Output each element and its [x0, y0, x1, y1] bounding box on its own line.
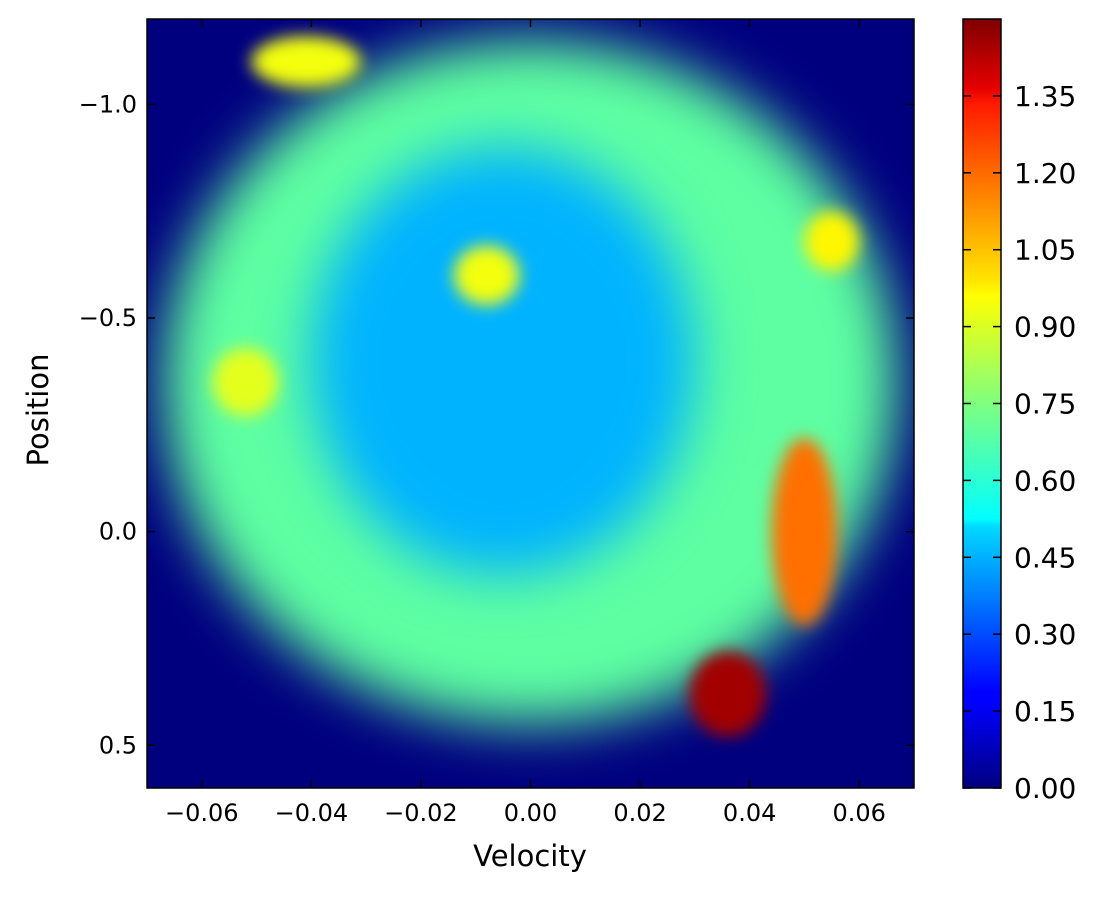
colorbar-tick-label: 1.20	[1014, 157, 1076, 190]
x-tick-label: 0.04	[723, 799, 776, 827]
heatmap-area	[147, 19, 914, 788]
colorbar-tick-label: 0.30	[1014, 618, 1076, 651]
x-tick-label: 0.02	[613, 799, 666, 827]
y-tick-label: −0.5	[79, 304, 137, 332]
colorbar-tick-label: 0.75	[1014, 388, 1076, 421]
x-tick-label: −0.06	[165, 799, 239, 827]
heatmap-region-spot-upper-center	[453, 245, 520, 306]
heatmap-region-spot-left	[212, 347, 279, 417]
x-axis-label: Velocity	[473, 839, 587, 873]
colorbar-tick-label: 1.35	[1014, 80, 1076, 113]
colorbar-tick-label: 0.90	[1014, 311, 1076, 344]
colorbar-ticks: 0.00 0.15 0.30 0.45 0.60 0.75 0.90 1.05 1.20 1.35	[963, 80, 1076, 805]
colorbar-tick-label: 0.45	[1014, 541, 1076, 574]
heatmap-region-inner-hole	[311, 147, 695, 575]
x-tick-label: −0.04	[275, 799, 349, 827]
y-tick-label: 0.5	[99, 731, 137, 759]
heatmap-region-peak-bottom-right	[689, 651, 766, 737]
colorbar-tick-label: 1.05	[1014, 234, 1076, 267]
y-axis-label: Position	[21, 354, 55, 467]
colorbar: 0.00 0.15 0.30 0.45 0.60 0.75 0.90 1.05 1.20 1.35	[962, 18, 1076, 805]
x-axis-ticks: −0.06 −0.04 −0.02 0.00 0.02 0.04 0.06	[165, 19, 886, 827]
heatmap-regions	[163, 36, 898, 737]
colorbar-tick-label: 0.00	[1014, 772, 1076, 805]
heatmap-region-spot-right-upper	[804, 211, 860, 272]
y-tick-label: −1.0	[79, 90, 137, 118]
colorbar-tick-label: 0.15	[1014, 695, 1076, 728]
y-axis-ticks: −1.0 −0.5 0.0 0.5	[79, 90, 914, 759]
colorbar-tick-label: 0.60	[1014, 464, 1076, 497]
x-tick-label: −0.02	[384, 799, 458, 827]
heatmap-region-ridge-right	[771, 437, 838, 626]
y-tick-label: 0.0	[99, 518, 137, 546]
x-tick-label: 0.00	[504, 799, 557, 827]
heatmap-region-spot-top	[251, 36, 361, 88]
x-tick-label: 0.06	[832, 799, 885, 827]
